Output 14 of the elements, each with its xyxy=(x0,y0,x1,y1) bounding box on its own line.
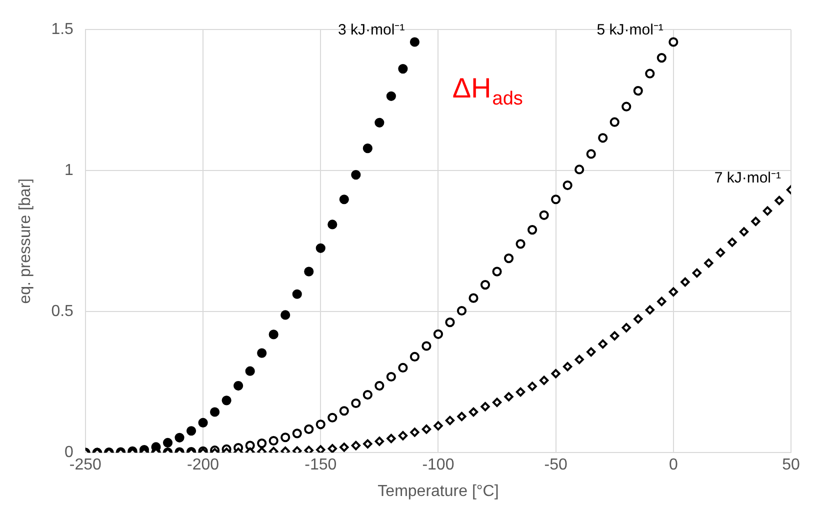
y-axis-title: eq. pressure [bar] xyxy=(17,178,34,304)
series-label: 7 kJ·mol⁻¹ xyxy=(714,169,782,186)
x-tick-label: -200 xyxy=(187,456,220,474)
series-label: 5 kJ·mol⁻¹ xyxy=(596,22,664,39)
x-tick-label: -100 xyxy=(422,456,454,474)
x-tick-label: 0 xyxy=(668,456,678,474)
y-tick-label: 0.5 xyxy=(51,303,74,320)
y-tick-label: 1.5 xyxy=(51,21,74,38)
series-label: 3 kJ·mol⁻¹ xyxy=(338,22,405,39)
x-tick-label: 50 xyxy=(782,456,800,474)
x-tick-label: -50 xyxy=(544,456,568,474)
x-axis-title: Temperature [°C] xyxy=(378,482,499,500)
y-tick-label: 1 xyxy=(64,162,74,180)
x-tick-label: -150 xyxy=(304,456,337,474)
